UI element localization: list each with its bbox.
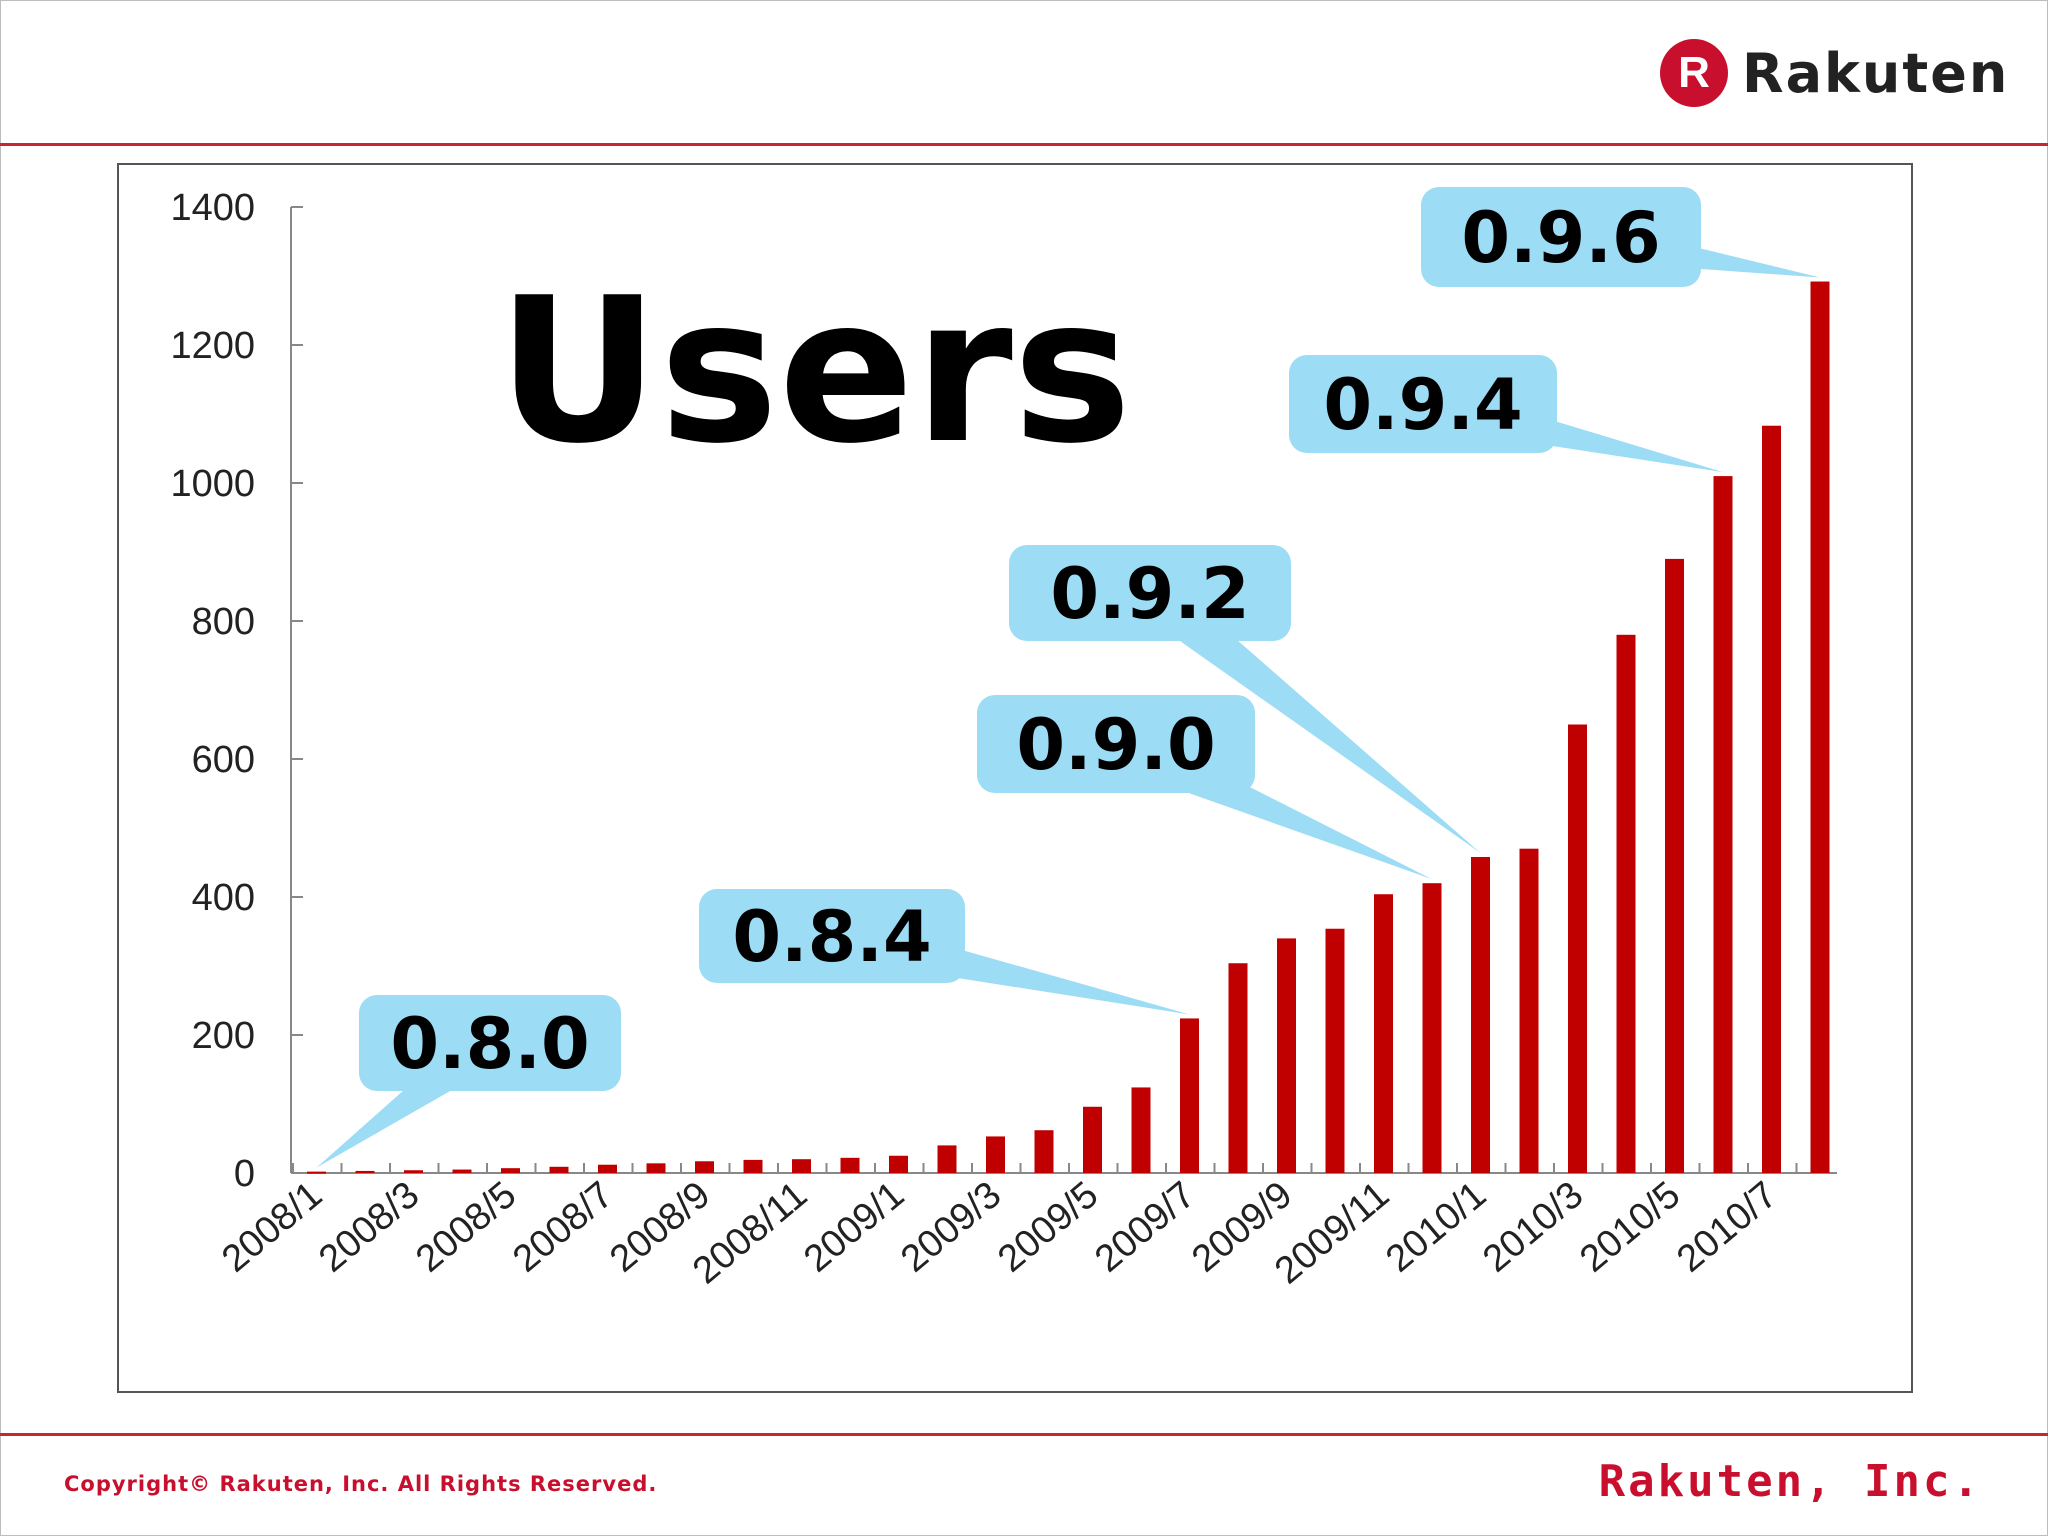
- bar: [1519, 848, 1539, 1173]
- callout-box: [699, 889, 965, 983]
- bar: [1083, 1106, 1102, 1173]
- bar: [1277, 938, 1296, 1173]
- callout-label: 0.9.2: [1050, 553, 1249, 635]
- callout-pointer: [1136, 575, 1481, 853]
- callout-label: 0.8.4: [732, 896, 931, 978]
- x-tick-label: 2010/7: [1669, 1174, 1785, 1281]
- rakuten-logo: R Rakuten: [1660, 36, 2009, 110]
- x-tick-label: 2008/7: [505, 1174, 621, 1281]
- bar: [1228, 963, 1248, 1173]
- bar: [1374, 894, 1393, 1173]
- footer-divider: [0, 1433, 2048, 1436]
- bar: [1471, 856, 1490, 1173]
- callout-label: 0.8.0: [390, 1003, 589, 1085]
- x-tick-label: 2009/1: [796, 1174, 912, 1281]
- x-tick-label: 2009/7: [1087, 1174, 1203, 1281]
- users-bar-chart: 02004006008001000120014002008/12008/3200…: [170, 187, 1837, 1292]
- bar: [1616, 634, 1636, 1173]
- bar: [792, 1159, 811, 1173]
- bar: [549, 1166, 569, 1173]
- y-tick-label: 1200: [170, 325, 255, 367]
- bar: [1034, 1130, 1054, 1173]
- y-tick-label: 600: [192, 739, 255, 781]
- x-tick-label: 2010/1: [1378, 1174, 1494, 1281]
- callout-box: [1289, 355, 1557, 453]
- bar: [452, 1169, 472, 1173]
- y-tick-label: 800: [192, 601, 255, 643]
- bar: [404, 1170, 423, 1173]
- chart-title: Users: [497, 255, 1132, 488]
- callout-box: [1421, 187, 1701, 287]
- bar: [1180, 1018, 1199, 1173]
- logo-text: Rakuten: [1742, 41, 2010, 105]
- y-tick-label: 200: [192, 1015, 255, 1057]
- y-tick-label: 400: [192, 877, 255, 919]
- y-tick-label: 1000: [170, 463, 255, 505]
- x-tick-label: 2010/3: [1475, 1174, 1591, 1281]
- bar: [1131, 1087, 1151, 1173]
- x-tick-label: 2009/3: [893, 1174, 1009, 1281]
- bar: [1713, 476, 1733, 1174]
- bar: [1325, 928, 1345, 1173]
- company-name: Rakuten, Inc.: [1598, 1456, 1982, 1507]
- callout-label: 0.9.6: [1461, 197, 1660, 279]
- bar: [1422, 883, 1442, 1173]
- bar: [355, 1170, 375, 1173]
- x-tick-label: 2008/3: [311, 1174, 427, 1281]
- bar: [695, 1161, 714, 1173]
- header-divider: [0, 143, 2048, 146]
- bar: [1762, 425, 1781, 1174]
- rakuten-r-icon: R: [1660, 39, 1728, 107]
- chart-frame: 0 200 400 600 800 1000 1200 1400 2008/1 2008/3 200…: [117, 163, 1913, 1393]
- bar: [889, 1155, 908, 1173]
- bar: [1665, 558, 1684, 1173]
- y-tick-label: 0: [234, 1153, 255, 1195]
- bar: [646, 1163, 666, 1173]
- x-tick-label: 2008/1: [214, 1174, 330, 1281]
- bar: [840, 1157, 860, 1173]
- callout-label: 0.9.0: [1016, 704, 1215, 786]
- bar: [1568, 724, 1587, 1173]
- callout-box: [1009, 545, 1291, 641]
- callout-box: [359, 995, 621, 1091]
- x-tick-label: 2010/5: [1572, 1174, 1688, 1281]
- bar: [1810, 281, 1830, 1173]
- bar: [598, 1164, 617, 1173]
- copyright-text: Copyright© Rakuten, Inc. All Rights Rese…: [64, 1472, 658, 1496]
- bar: [501, 1168, 520, 1173]
- bar: [307, 1171, 326, 1174]
- y-tick-label: 1400: [170, 187, 255, 229]
- x-tick-label: 2009/5: [990, 1174, 1106, 1281]
- callout-box: [977, 695, 1255, 793]
- callout-label: 0.9.4: [1323, 364, 1522, 446]
- bar: [937, 1145, 957, 1173]
- bar: [743, 1159, 763, 1173]
- bar: [986, 1136, 1005, 1173]
- x-tick-label: 2008/5: [408, 1174, 524, 1281]
